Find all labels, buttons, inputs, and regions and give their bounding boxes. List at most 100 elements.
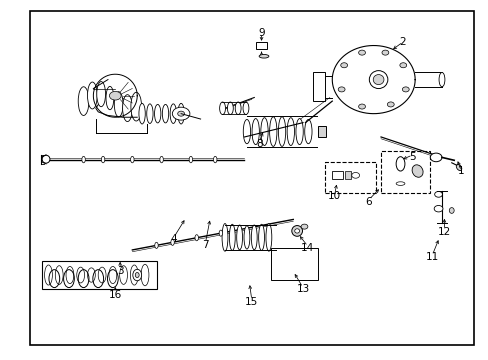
Text: 9: 9 — [258, 28, 264, 38]
Ellipse shape — [87, 268, 95, 282]
Ellipse shape — [227, 102, 233, 114]
Ellipse shape — [235, 102, 241, 114]
Text: 4: 4 — [170, 234, 177, 244]
Text: 15: 15 — [244, 297, 258, 307]
Ellipse shape — [178, 103, 184, 124]
Circle shape — [402, 87, 408, 92]
Ellipse shape — [278, 117, 285, 147]
Ellipse shape — [141, 264, 149, 286]
Bar — [271, 248, 317, 280]
Ellipse shape — [251, 118, 259, 145]
Ellipse shape — [189, 156, 192, 163]
Ellipse shape — [395, 157, 404, 171]
Ellipse shape — [101, 156, 104, 163]
Polygon shape — [332, 45, 414, 114]
Ellipse shape — [295, 118, 303, 145]
Ellipse shape — [368, 71, 387, 89]
Bar — [325, 162, 375, 193]
Ellipse shape — [130, 156, 134, 163]
Ellipse shape — [304, 120, 311, 144]
Circle shape — [358, 50, 365, 55]
Ellipse shape — [259, 54, 268, 58]
Circle shape — [301, 224, 307, 229]
Ellipse shape — [438, 72, 444, 87]
Circle shape — [381, 50, 388, 55]
Circle shape — [172, 107, 189, 120]
Ellipse shape — [97, 82, 105, 107]
Bar — [255, 42, 267, 49]
Ellipse shape — [229, 224, 235, 251]
Ellipse shape — [258, 224, 264, 251]
Ellipse shape — [243, 102, 248, 114]
Ellipse shape — [146, 104, 153, 123]
Ellipse shape — [135, 273, 139, 278]
Ellipse shape — [395, 182, 404, 185]
Ellipse shape — [155, 242, 158, 248]
Ellipse shape — [106, 86, 114, 110]
Text: 1: 1 — [457, 166, 464, 176]
Circle shape — [399, 63, 406, 68]
Text: 5: 5 — [408, 152, 415, 162]
Ellipse shape — [195, 235, 198, 241]
Text: 13: 13 — [296, 284, 309, 294]
Ellipse shape — [131, 92, 142, 121]
Ellipse shape — [44, 265, 52, 285]
Text: 6: 6 — [365, 197, 371, 207]
Text: 2: 2 — [399, 37, 406, 47]
Bar — [312, 72, 325, 101]
Circle shape — [429, 153, 441, 162]
Ellipse shape — [294, 229, 299, 233]
Ellipse shape — [286, 118, 294, 145]
Circle shape — [338, 87, 345, 92]
Ellipse shape — [291, 226, 302, 236]
Ellipse shape — [139, 103, 145, 124]
Circle shape — [434, 192, 442, 197]
Ellipse shape — [170, 239, 174, 246]
Ellipse shape — [236, 225, 242, 250]
Ellipse shape — [213, 156, 217, 163]
Text: 12: 12 — [437, 227, 450, 237]
Ellipse shape — [411, 165, 422, 177]
Bar — [380, 151, 429, 193]
Ellipse shape — [244, 226, 249, 249]
Text: 3: 3 — [117, 266, 123, 276]
Ellipse shape — [120, 266, 127, 284]
Bar — [42, 261, 157, 289]
Ellipse shape — [133, 269, 142, 281]
Ellipse shape — [81, 156, 85, 163]
Ellipse shape — [455, 165, 461, 171]
Ellipse shape — [265, 224, 271, 251]
Ellipse shape — [122, 95, 132, 122]
Ellipse shape — [372, 75, 383, 85]
Circle shape — [177, 111, 184, 116]
Ellipse shape — [114, 92, 123, 117]
Ellipse shape — [162, 104, 168, 123]
Ellipse shape — [448, 208, 453, 213]
Text: 10: 10 — [327, 191, 341, 201]
Circle shape — [109, 91, 121, 100]
Circle shape — [386, 102, 393, 107]
Ellipse shape — [260, 118, 267, 145]
Bar — [344, 171, 350, 179]
Circle shape — [433, 206, 442, 212]
Ellipse shape — [42, 155, 50, 163]
Ellipse shape — [251, 225, 257, 250]
Ellipse shape — [154, 104, 161, 123]
Text: 8: 8 — [255, 139, 262, 149]
Ellipse shape — [109, 266, 117, 284]
Ellipse shape — [222, 224, 227, 251]
Ellipse shape — [77, 267, 84, 283]
Ellipse shape — [130, 265, 138, 285]
Ellipse shape — [55, 266, 63, 284]
Ellipse shape — [78, 87, 89, 116]
Ellipse shape — [219, 230, 222, 236]
Circle shape — [351, 172, 359, 178]
Ellipse shape — [87, 82, 97, 109]
Text: 7: 7 — [202, 239, 208, 249]
Ellipse shape — [98, 267, 106, 283]
Ellipse shape — [160, 156, 163, 163]
Bar — [317, 126, 326, 137]
Ellipse shape — [243, 120, 250, 144]
Text: 11: 11 — [425, 252, 438, 262]
Ellipse shape — [269, 117, 276, 147]
